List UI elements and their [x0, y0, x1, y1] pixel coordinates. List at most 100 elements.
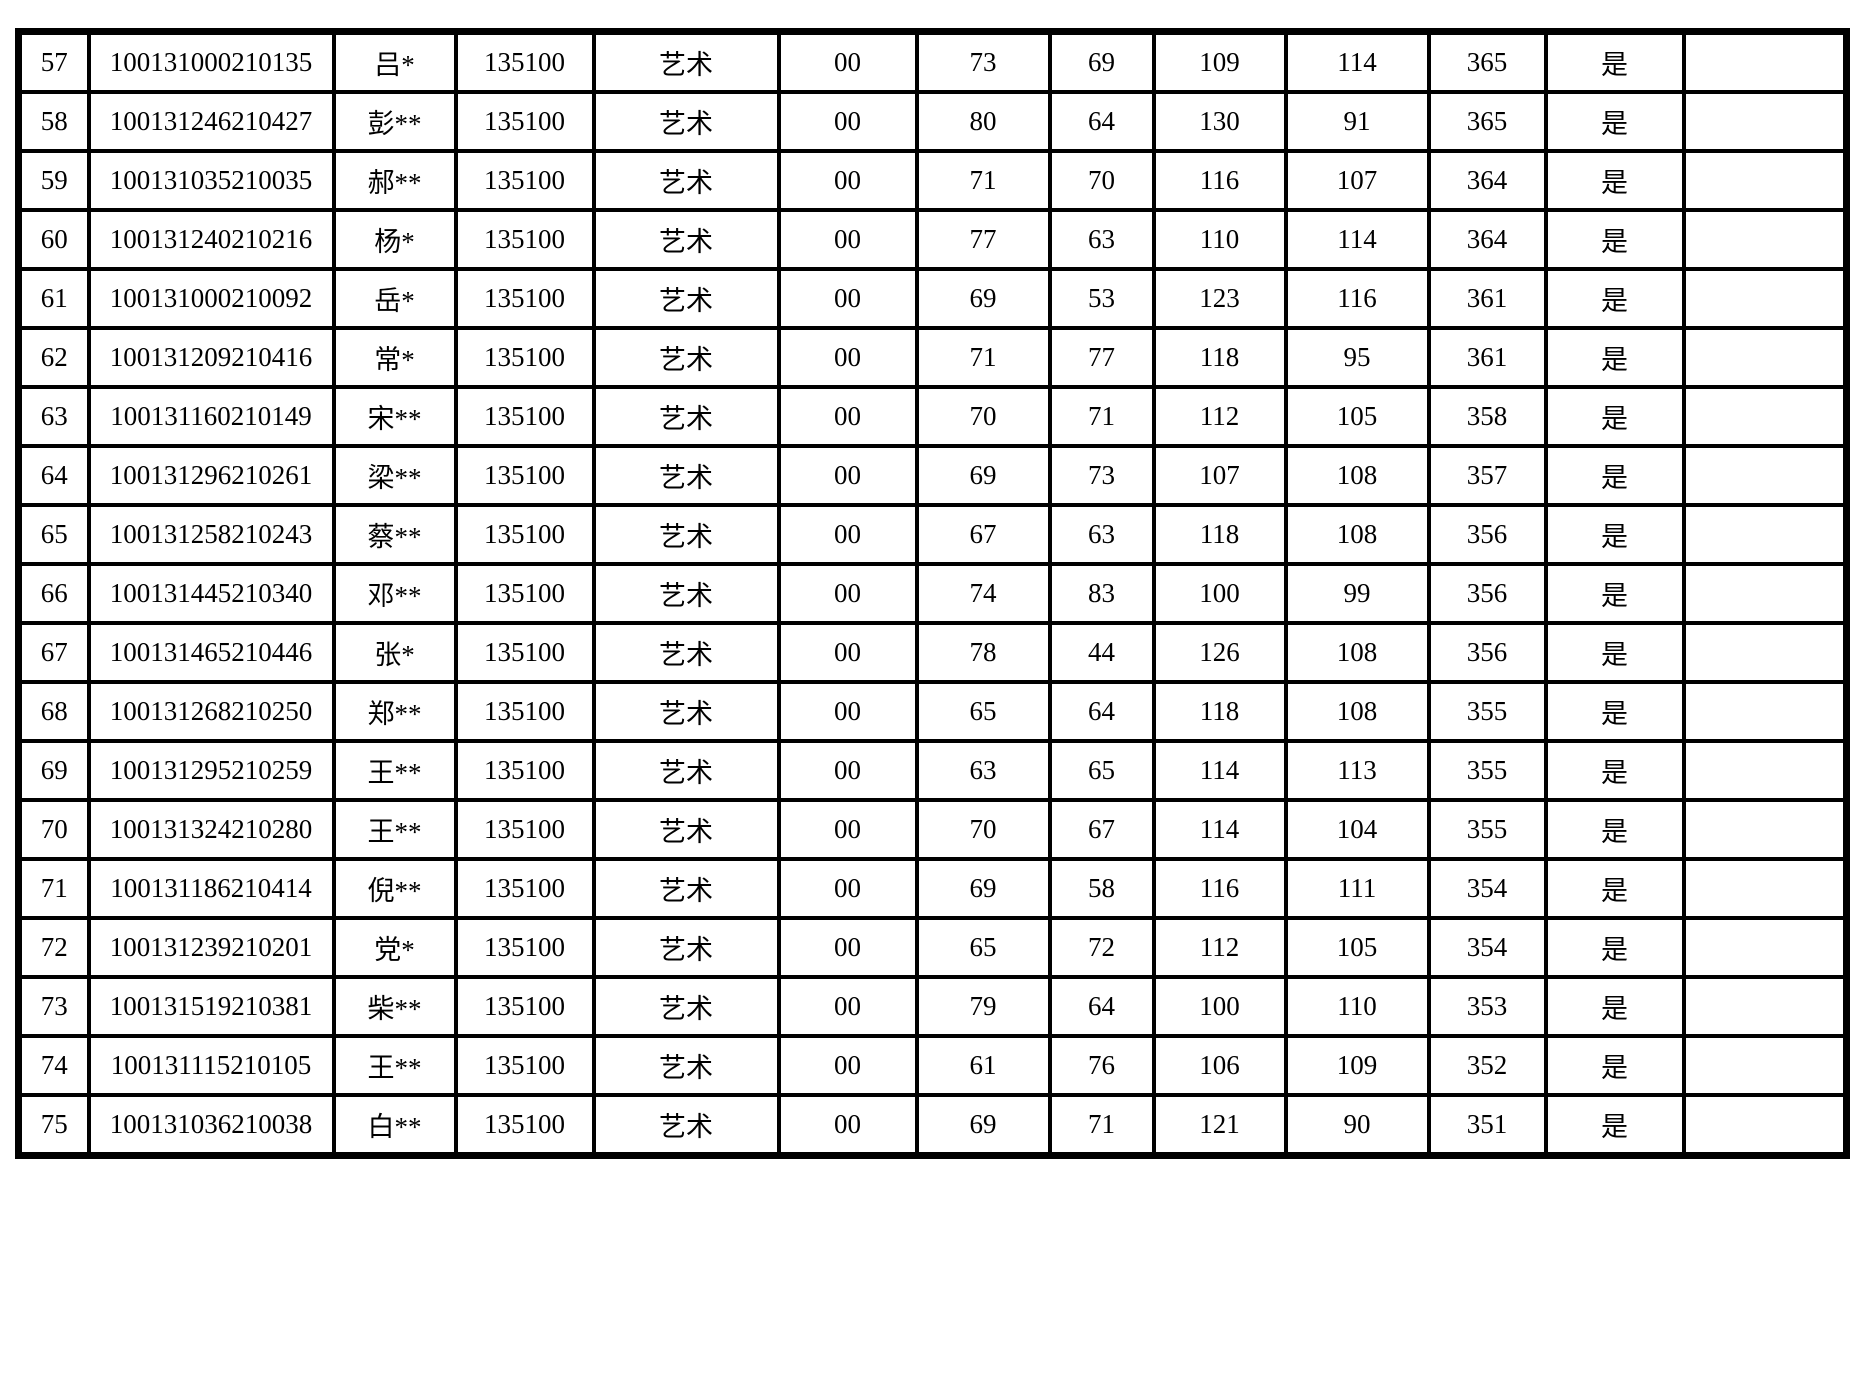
- table-cell: 是: [1543, 90, 1686, 153]
- table-cell: 100131000210092: [86, 267, 336, 330]
- table-cell: [1681, 916, 1849, 979]
- table-cell: 100131258210243: [86, 503, 336, 566]
- table-cell: 73: [914, 29, 1052, 94]
- table-cell: 74: [914, 562, 1052, 625]
- table-cell: 是: [1543, 1093, 1686, 1158]
- table-cell: 61: [914, 1034, 1052, 1097]
- table-cell: 常*: [331, 326, 458, 389]
- table-cell: 130: [1151, 90, 1288, 153]
- table-cell: 65: [16, 503, 91, 566]
- table-cell: 112: [1151, 385, 1288, 448]
- table-cell: 100131519210381: [86, 975, 336, 1038]
- table-row: 63 100131160210149 宋** 135100 艺术 00 70 71 112 105…: [16, 385, 1849, 448]
- table-cell: 是: [1543, 798, 1686, 861]
- table-cell: 柴**: [331, 975, 458, 1038]
- table-cell: 杨*: [331, 208, 458, 271]
- table-cell: 00: [776, 562, 919, 625]
- table-cell: 梁**: [331, 444, 458, 507]
- table-row: 65 100131258210243 蔡** 135100 艺术 00 67 63 118 108…: [16, 503, 1849, 566]
- table-cell: 00: [776, 1034, 919, 1097]
- table-cell: 66: [16, 562, 91, 625]
- table-cell: 00: [776, 385, 919, 448]
- table-cell: 100: [1151, 562, 1288, 625]
- table-cell: 100131209210416: [86, 326, 336, 389]
- table-cell: 00: [776, 149, 919, 212]
- table-cell: 艺术: [591, 326, 781, 389]
- table-cell: 00: [776, 1093, 919, 1158]
- table-cell: 58: [1047, 857, 1156, 920]
- table-row: 68 100131268210250 郑** 135100 艺术 00 65 64 118 108…: [16, 680, 1849, 743]
- table-cell: 70: [914, 385, 1052, 448]
- table-cell: 135100: [453, 680, 596, 743]
- table-cell: 艺术: [591, 149, 781, 212]
- table-cell: 63: [1047, 503, 1156, 566]
- table-cell: 70: [914, 798, 1052, 861]
- table-cell: 355: [1426, 739, 1548, 802]
- table-cell: 是: [1543, 916, 1686, 979]
- table-cell: 358: [1426, 385, 1548, 448]
- table-cell: 党*: [331, 916, 458, 979]
- table-cell: 108: [1283, 503, 1431, 566]
- table-cell: 70: [1047, 149, 1156, 212]
- table-cell: 艺术: [591, 916, 781, 979]
- table-cell: 69: [1047, 29, 1156, 94]
- table-cell: 351: [1426, 1093, 1548, 1158]
- table-cell: 80: [914, 90, 1052, 153]
- table-cell: 100131268210250: [86, 680, 336, 743]
- table-cell: 355: [1426, 680, 1548, 743]
- table-cell: 100131295210259: [86, 739, 336, 802]
- table-cell: 65: [914, 680, 1052, 743]
- table-cell: 135100: [453, 1034, 596, 1097]
- score-table-body: 57 100131000210135 吕* 135100 艺术 00 73 69 109 114 3…: [16, 29, 1849, 1158]
- table-cell: [1681, 149, 1849, 212]
- table-cell: 王**: [331, 1034, 458, 1097]
- table-cell: [1681, 29, 1849, 94]
- table-cell: 354: [1426, 916, 1548, 979]
- table-cell: 90: [1283, 1093, 1431, 1158]
- table-cell: 艺术: [591, 798, 781, 861]
- table-cell: 是: [1543, 29, 1686, 94]
- table-cell: [1681, 739, 1849, 802]
- table-row: 71 100131186210414 倪** 135100 艺术 00 69 58 116 111…: [16, 857, 1849, 920]
- table-cell: 135100: [453, 975, 596, 1038]
- table-cell: 艺术: [591, 385, 781, 448]
- table-cell: 354: [1426, 857, 1548, 920]
- table-cell: 352: [1426, 1034, 1548, 1097]
- table-cell: 361: [1426, 326, 1548, 389]
- table-cell: 67: [1047, 798, 1156, 861]
- table-cell: 艺术: [591, 621, 781, 684]
- table-cell: [1681, 385, 1849, 448]
- table-cell: 艺术: [591, 1034, 781, 1097]
- table-cell: 70: [16, 798, 91, 861]
- table-cell: 63: [1047, 208, 1156, 271]
- table-cell: 107: [1283, 149, 1431, 212]
- table-cell: 是: [1543, 326, 1686, 389]
- table-cell: 王**: [331, 739, 458, 802]
- table-cell: 100131239210201: [86, 916, 336, 979]
- table-cell: 是: [1543, 208, 1686, 271]
- table-cell: 74: [16, 1034, 91, 1097]
- table-cell: 76: [1047, 1034, 1156, 1097]
- table-cell: 135100: [453, 916, 596, 979]
- table-cell: 郑**: [331, 680, 458, 743]
- table-cell: 105: [1283, 916, 1431, 979]
- table-cell: 100131465210446: [86, 621, 336, 684]
- table-cell: [1681, 975, 1849, 1038]
- table-cell: [1681, 1034, 1849, 1097]
- table-cell: 是: [1543, 444, 1686, 507]
- table-cell: 64: [1047, 90, 1156, 153]
- table-cell: 100131000210135: [86, 29, 336, 94]
- table-cell: 100131186210414: [86, 857, 336, 920]
- table-cell: 100131035210035: [86, 149, 336, 212]
- table-cell: 00: [776, 90, 919, 153]
- table-cell: 是: [1543, 267, 1686, 330]
- table-cell: 77: [914, 208, 1052, 271]
- table-cell: 邓**: [331, 562, 458, 625]
- table-cell: 57: [16, 29, 91, 94]
- table-cell: 83: [1047, 562, 1156, 625]
- table-cell: 135100: [453, 149, 596, 212]
- table-cell: 100131115210105: [86, 1034, 336, 1097]
- table-cell: 71: [1047, 1093, 1156, 1158]
- table-cell: 是: [1543, 621, 1686, 684]
